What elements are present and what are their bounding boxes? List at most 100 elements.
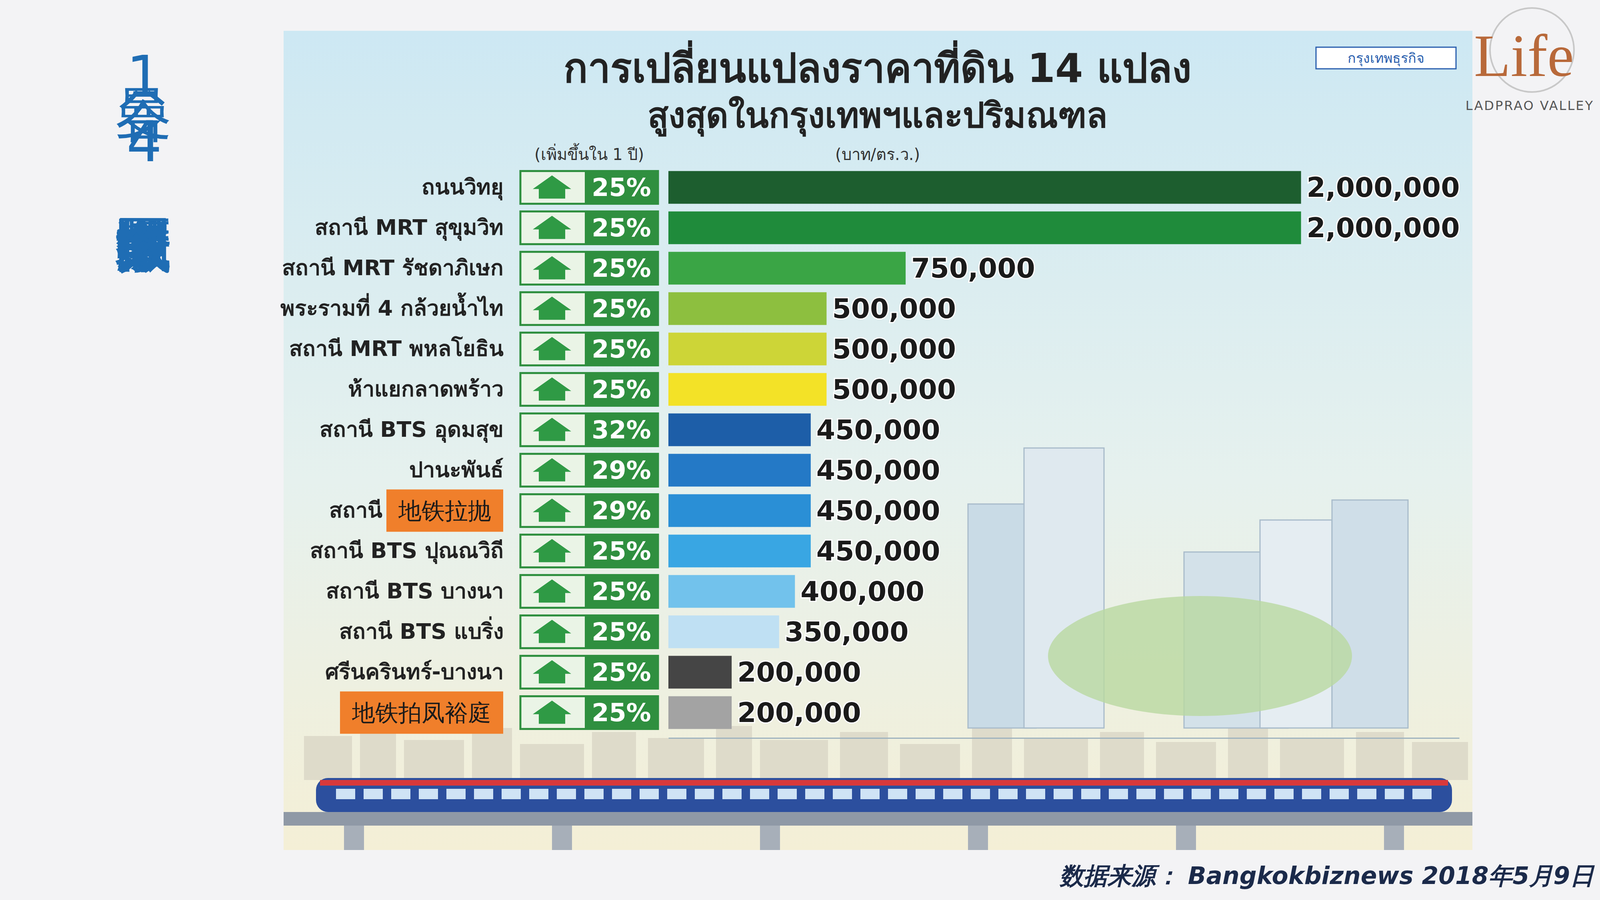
train-window (694, 788, 714, 800)
skyline (304, 736, 352, 780)
house-icon (532, 296, 572, 320)
increase-cell: 25% (520, 171, 658, 204)
tick-label: สถานี BTS อุดมสุข (319, 416, 504, 444)
train-window (915, 788, 935, 800)
pillar (760, 825, 780, 850)
train-window (1412, 788, 1432, 800)
annotation-box (340, 691, 504, 734)
data-label: 400,000 (800, 575, 925, 608)
train-window (418, 788, 438, 800)
tick-label: ถนนวิทยุ (421, 174, 504, 201)
cell-frame (520, 332, 658, 366)
train-window (1246, 788, 1266, 800)
bar (668, 292, 827, 326)
increase-mark (584, 211, 658, 245)
train-window (1302, 788, 1322, 800)
panel (283, 30, 1473, 850)
increase-mark (584, 534, 658, 568)
skyline (900, 744, 960, 780)
increase-mark (584, 615, 658, 649)
decoration (283, 448, 1473, 850)
bar (668, 211, 1302, 245)
cell-frame (520, 171, 658, 204)
logo-text: Life (1474, 22, 1574, 89)
tick: สถานี BTS ปุณณวิถี (310, 538, 504, 565)
skyline (1156, 742, 1216, 780)
bar (668, 413, 811, 447)
data-label: 25% (591, 172, 651, 202)
train-window (1274, 788, 1294, 800)
increase-mark (584, 575, 658, 608)
skyline (1228, 728, 1268, 780)
data-label: 25% (591, 617, 651, 647)
train-window (612, 788, 632, 800)
tick: ศรีนครินทร์-บางนา (325, 659, 504, 685)
house-icon (532, 216, 572, 240)
increase-mark (584, 373, 658, 406)
bar (668, 656, 732, 689)
cell-frame (520, 534, 658, 568)
increase-cell: 25% (520, 373, 658, 406)
data-label: 25% (591, 698, 651, 728)
bar (668, 696, 732, 730)
train-window (1081, 788, 1101, 800)
data-label: 500,000 (832, 333, 956, 365)
data-label: 25% (591, 536, 651, 566)
tick: สถานี MRT สุขุมวิท (314, 214, 504, 242)
bar (668, 534, 811, 568)
train-window (584, 788, 604, 800)
tick: สถานี MRT พหลโยธิน (289, 336, 504, 362)
logo-subtitle: LADPRAO VALLEY (1465, 98, 1594, 114)
pillar (344, 825, 364, 850)
increase-mark (584, 494, 658, 528)
increase-mark (584, 454, 658, 487)
train-window (1164, 788, 1184, 800)
train-window (1329, 788, 1349, 800)
tick-label: สถานี BTS บางนา (326, 578, 504, 604)
data-label: 450,000 (816, 414, 941, 446)
skyline (1412, 742, 1468, 780)
skyline (520, 744, 584, 780)
increase-mark (584, 413, 658, 447)
publisher-badge: กรุงเทพธุรกิจ (1347, 50, 1425, 67)
rail (283, 812, 1473, 826)
skyline (1356, 732, 1404, 780)
skyline (1024, 738, 1088, 780)
train-window (722, 788, 742, 800)
data-label: 29% (591, 455, 651, 485)
data-label: 25% (591, 253, 651, 283)
house-icon (532, 337, 572, 361)
tick: สถานี (329, 497, 383, 523)
column-header: (บาท/ตร.ว.) (835, 145, 920, 164)
slide: การเปลี่ยนแปลงราคาที่ดิน 14 แปลงสูงสุดใน… (0, 0, 1600, 900)
house-icon (532, 700, 572, 724)
annotation: 地铁拉抛 (386, 489, 504, 532)
data-label: 2,000,000 (1306, 212, 1460, 244)
plot-area (668, 171, 1302, 730)
increase-cell: 32% (520, 413, 658, 447)
tick: ถนนวิทยุ (421, 174, 504, 201)
annotation-text: 地铁拍凤裕庭 (351, 699, 492, 727)
bar (668, 373, 827, 406)
house-icon (532, 175, 572, 199)
bar (668, 252, 906, 285)
data-label: 200,000 (737, 656, 862, 688)
pillar (1176, 825, 1196, 850)
skyline (472, 728, 512, 780)
tick-label: สถานี MRT พหลโยธิน (289, 336, 504, 362)
house-icon (532, 458, 572, 482)
increase-cell: 25% (520, 211, 658, 245)
skyline (1100, 732, 1144, 780)
data-label: 450,000 (816, 535, 941, 567)
train-window (446, 788, 466, 800)
tick: สถานี MRT รัชดาภิเษก (282, 255, 504, 281)
train (316, 778, 1452, 812)
skyline (716, 726, 752, 780)
tick-label: ปานะพันธ์ (409, 457, 504, 483)
bar (668, 575, 795, 608)
increase-mark (584, 656, 658, 689)
tick: ห้าแยกลาดพร้าว (348, 376, 504, 402)
bar (668, 332, 827, 366)
tick-label: ศรีนครินทร์-บางนา (325, 659, 504, 685)
data-label: 500,000 (832, 292, 956, 325)
